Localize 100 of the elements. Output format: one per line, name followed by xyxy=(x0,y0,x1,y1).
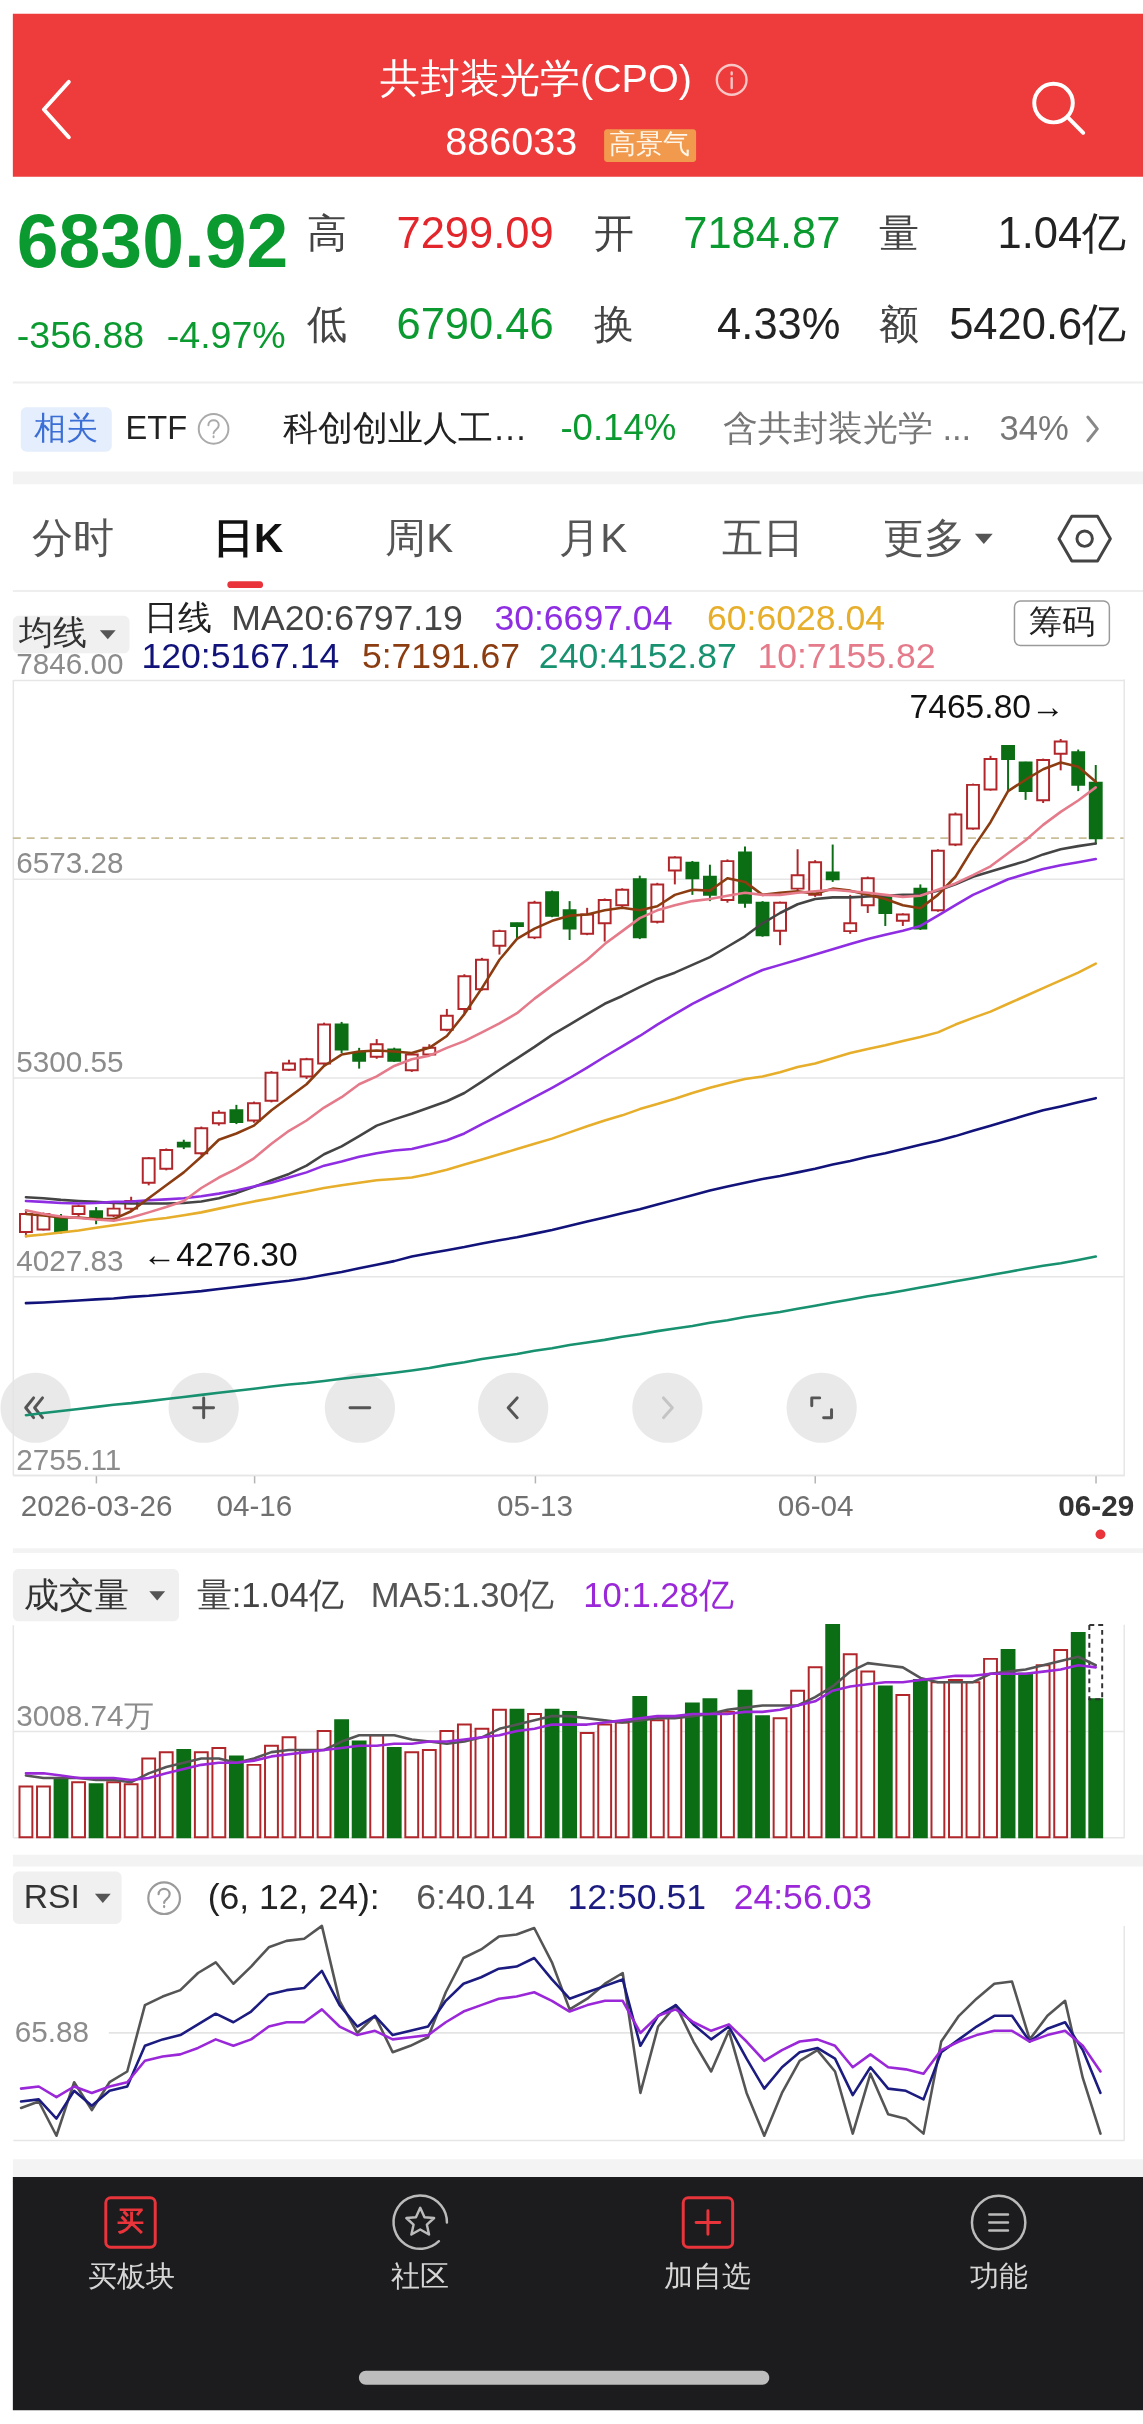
y-tick-label: 2755.11 xyxy=(16,1442,122,1476)
text: 6830.92 xyxy=(16,198,289,283)
bar xyxy=(597,1723,613,1839)
bar xyxy=(825,1623,841,1839)
text: 5:7191.67 xyxy=(361,636,521,677)
bar xyxy=(509,1708,525,1839)
text: MA5:1.30亿 xyxy=(370,1575,554,1614)
bar xyxy=(264,1744,279,1839)
text: 更多 xyxy=(883,514,966,561)
bar xyxy=(737,1689,753,1839)
bar xyxy=(1088,1698,1104,1839)
text: 加自选 xyxy=(664,2259,752,2292)
bar xyxy=(1088,1623,1104,1701)
text: 开 xyxy=(594,210,635,255)
text: 相关 xyxy=(34,409,99,446)
text: 7184.87 xyxy=(683,208,841,257)
text: -356.88 xyxy=(16,313,145,356)
bar xyxy=(123,1783,139,1839)
bar xyxy=(88,1783,104,1839)
chart-subtitle: 量:1.04亿 xyxy=(196,1575,344,1614)
text: 7299.09 xyxy=(396,208,554,257)
bar xyxy=(316,1729,332,1839)
text: 高景气 xyxy=(609,129,691,160)
text: 月K xyxy=(559,514,628,561)
text: 功能 xyxy=(969,2259,1028,2292)
bar xyxy=(474,1727,490,1839)
text: -4.97% xyxy=(166,313,286,356)
annotation: 65.88 xyxy=(14,2014,90,2048)
bar xyxy=(36,1785,51,1839)
bar xyxy=(421,1749,437,1839)
bar xyxy=(351,1740,367,1839)
bar xyxy=(860,1670,876,1839)
text: MA20:6797.19 xyxy=(231,597,463,638)
text: 日K xyxy=(213,514,284,561)
bar xyxy=(386,1746,402,1839)
text: 30:6697.04 xyxy=(494,597,673,638)
bar xyxy=(579,1732,595,1839)
bar xyxy=(404,1751,420,1839)
x-tick-label: 06-04 xyxy=(777,1489,854,1523)
annotation: 7465.80→ xyxy=(909,688,1065,726)
text: 10:7155.82 xyxy=(757,636,936,677)
bar xyxy=(246,1763,262,1839)
text: 24:56.03 xyxy=(733,1877,873,1918)
text: 买板块 xyxy=(88,2259,175,2292)
y-tick-label: 3008.74万 xyxy=(16,1698,154,1732)
y-tick-label: 5300.55 xyxy=(16,1044,124,1078)
text: 886033 xyxy=(445,119,578,164)
text: 筹码 xyxy=(1028,603,1095,641)
bar xyxy=(1000,1649,1016,1839)
text: 120:5167.14 xyxy=(141,636,340,677)
bar xyxy=(562,1710,578,1839)
bar xyxy=(684,1702,700,1839)
text: 分时 xyxy=(32,514,115,561)
text: 五日 xyxy=(722,514,805,561)
series-label: 6:40.14 xyxy=(416,1877,535,1918)
bar xyxy=(492,1708,507,1839)
x-tick-label: 04-16 xyxy=(216,1489,293,1523)
bar xyxy=(334,1719,350,1839)
bar xyxy=(755,1715,770,1839)
bar xyxy=(877,1685,893,1839)
chart-subtitle: (6, 12, 24): xyxy=(207,1877,380,1918)
x-tick-label: 05-13 xyxy=(497,1489,573,1523)
bar xyxy=(176,1749,192,1839)
bar xyxy=(983,1657,998,1839)
bar xyxy=(281,1736,297,1839)
bar xyxy=(228,1755,244,1839)
bar xyxy=(527,1713,542,1839)
text: 高 xyxy=(307,210,348,255)
bar xyxy=(948,1679,963,1839)
text: 量 xyxy=(878,210,919,255)
text: 额 xyxy=(878,301,919,346)
y-tick-label: 4027.83 xyxy=(16,1243,124,1277)
bar xyxy=(53,1779,69,1839)
bar xyxy=(807,1666,823,1839)
x-tick-label: 2026-03-26 xyxy=(20,1489,173,1523)
text: 共封装光学(CPO) xyxy=(379,55,692,100)
bar xyxy=(702,1698,718,1839)
bar xyxy=(1035,1664,1051,1839)
bar xyxy=(930,1681,946,1839)
text: 含共封装光学 ... xyxy=(722,408,972,447)
bar xyxy=(158,1751,174,1839)
x-tick-label: 06-29 xyxy=(1058,1489,1135,1523)
y-tick-label: 6573.28 xyxy=(16,845,124,879)
bar xyxy=(772,1717,788,1839)
text: 1.04亿 xyxy=(997,208,1127,257)
text: 周K xyxy=(385,514,454,561)
bar xyxy=(632,1696,648,1839)
bar xyxy=(106,1781,122,1839)
annotation: ←4276.30 xyxy=(142,1236,298,1273)
bar xyxy=(965,1681,981,1839)
text: 社区 xyxy=(391,2259,450,2292)
text: 科创创业人工… xyxy=(282,408,528,447)
bar xyxy=(18,1785,34,1839)
text: 换 xyxy=(594,301,635,346)
bar xyxy=(439,1729,455,1839)
bar xyxy=(614,1721,630,1839)
bar xyxy=(649,1719,665,1839)
bar xyxy=(299,1749,314,1839)
bar xyxy=(456,1723,472,1839)
bar xyxy=(895,1693,911,1839)
